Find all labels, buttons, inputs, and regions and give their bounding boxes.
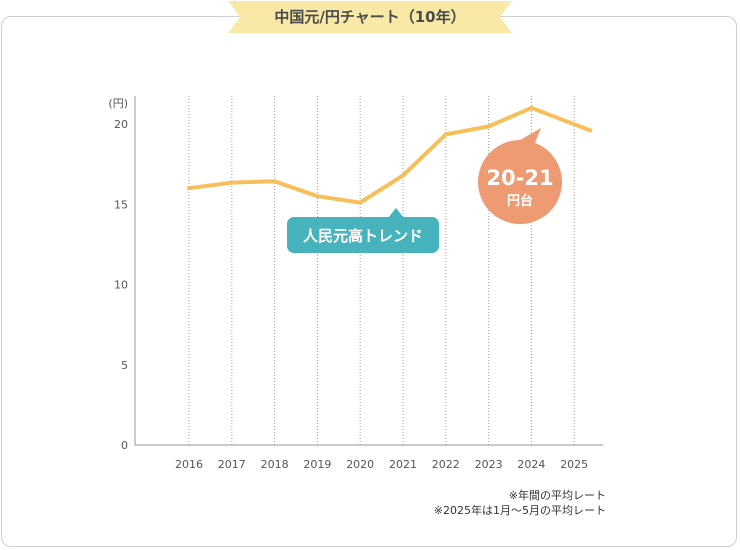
range-callout-unit: 円台 (507, 193, 533, 209)
note-annual-average: ※年間の平均レート (508, 489, 606, 502)
data-point (529, 105, 534, 110)
data-point (272, 179, 277, 184)
x-tick-label: 2020 (346, 458, 374, 471)
x-tick-label: 2016 (175, 458, 203, 471)
trend-callout-pointer (388, 208, 404, 218)
range-callout-value: 20-21 (486, 166, 553, 190)
x-tick-label: 2025 (560, 458, 588, 471)
y-tick-label: 15 (114, 198, 128, 211)
data-point (401, 173, 405, 178)
trend-callout-box (287, 217, 439, 253)
data-point (358, 200, 363, 205)
data-point (187, 186, 191, 191)
data-point (443, 132, 448, 137)
x-tick-label: 2019 (303, 458, 331, 471)
x-tick-label: 2022 (432, 458, 460, 471)
y-tick-label: 0 (121, 439, 128, 452)
x-tick-label: 2021 (389, 458, 417, 471)
x-tick-label: 2023 (475, 458, 503, 471)
y-axis-label: (円) (108, 97, 128, 110)
banner-shape (228, 1, 512, 33)
x-tick-label: 2018 (261, 458, 289, 471)
data-point (486, 124, 491, 129)
chart-title: 中国元/円チャート（10年） (274, 8, 466, 26)
note-2025-period: ※2025年は1月〜5月の平均レート (433, 504, 606, 517)
x-tick-label: 2017 (218, 458, 246, 471)
range-callout-circle (478, 140, 562, 224)
range-callout-pointer (520, 128, 541, 150)
trend-callout-text: 人民元高トレンド (303, 227, 423, 245)
data-point (315, 194, 320, 199)
y-tick-label: 20 (114, 118, 128, 131)
data-point (229, 180, 234, 185)
title-banner: 中国元/円チャート（10年） (228, 0, 512, 34)
x-tick-label: 2024 (517, 458, 545, 471)
chart-card (1, 16, 737, 547)
series-line (187, 105, 593, 205)
y-tick-label: 10 (114, 279, 128, 292)
y-tick-label: 5 (121, 359, 128, 372)
data-point (588, 128, 593, 133)
